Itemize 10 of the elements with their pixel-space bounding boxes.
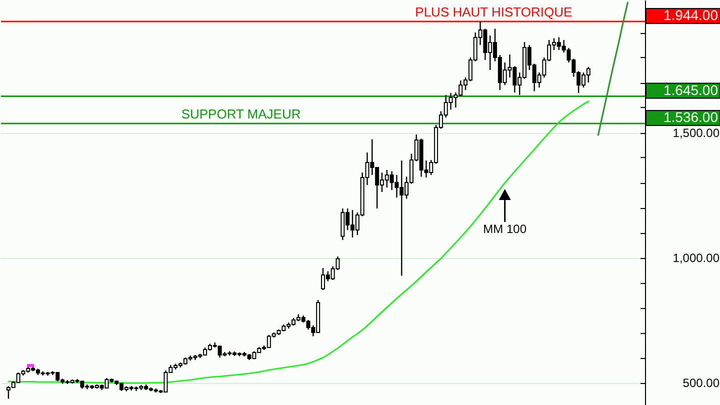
ref-line-label: 1.645.00	[664, 82, 718, 98]
ref-line-label: 1.944.00	[664, 7, 718, 23]
y-tick-label: 1,500.00	[672, 126, 720, 140]
annotation: SUPPORT MAJEUR	[181, 106, 301, 122]
line-series	[597, 2, 629, 136]
y-tick-label: 1,000.00	[672, 251, 720, 265]
y-tick-label: 500.00	[682, 376, 720, 390]
series-label: MM 100	[483, 222, 527, 236]
ref-line-label: 1.536.00	[664, 109, 718, 125]
annotation: PLUS HAUT HISTORIQUE	[415, 4, 572, 20]
